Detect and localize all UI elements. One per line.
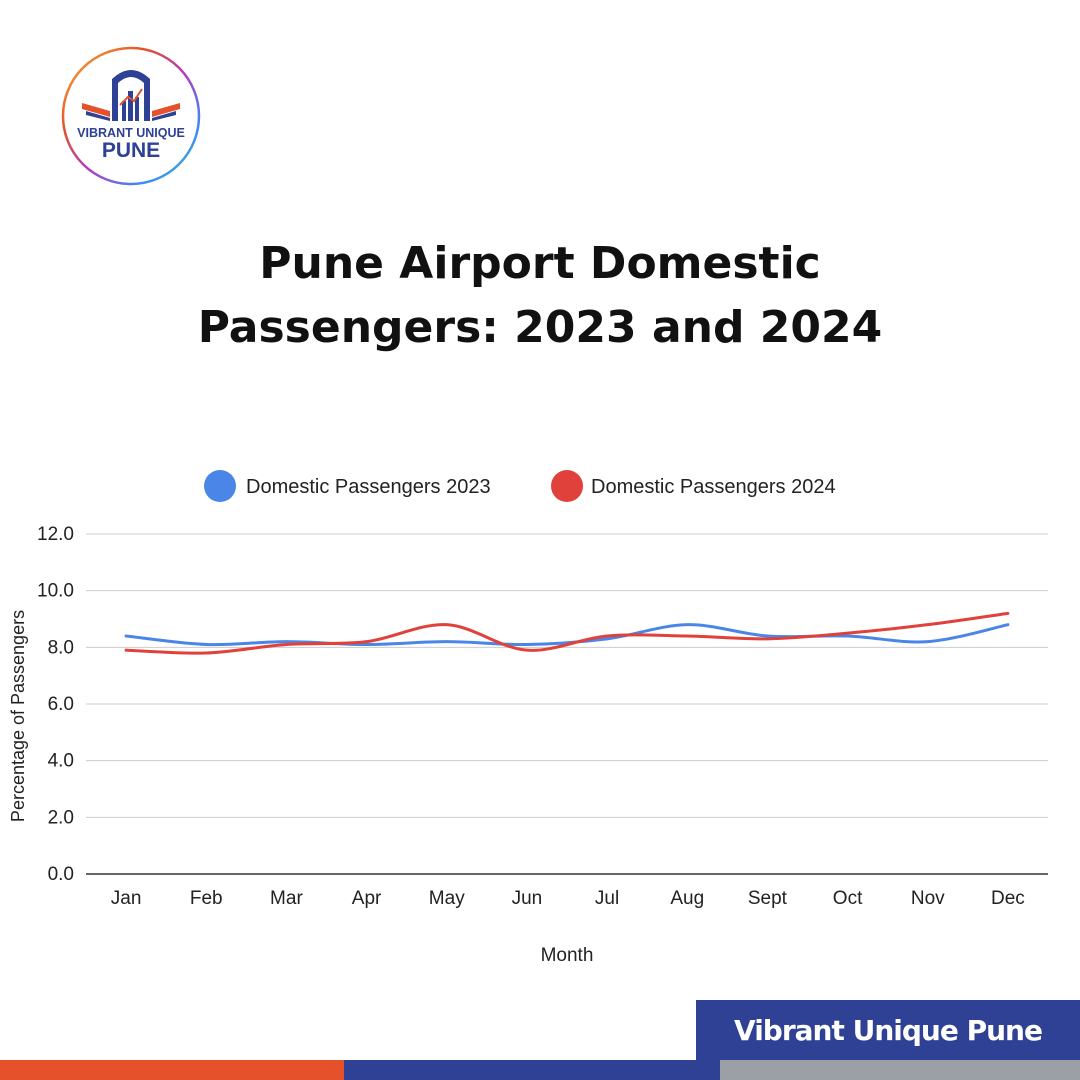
- logo-text-line2: PUNE: [102, 139, 160, 162]
- x-tick-label: Mar: [270, 888, 303, 909]
- x-tick-label: May: [429, 888, 465, 909]
- y-tick-label: 6.0: [48, 694, 74, 715]
- page-title-line2: Passengers: 2023 and 2024: [197, 302, 883, 353]
- y-axis-title: Percentage of Passengers: [8, 610, 28, 822]
- x-tick-label: Apr: [352, 888, 382, 909]
- logo-book-left: [82, 103, 110, 117]
- logo-book-right-page: [152, 111, 176, 121]
- logo-book-right: [152, 103, 180, 117]
- line-chart: 0.0 2.0 4.0 6.0 8.0 10.0 12.0 Jan Feb Mar Apr May Ju…: [8, 470, 1048, 966]
- y-tick-label: 4.0: [48, 751, 74, 772]
- y-tick-label: 0.0: [48, 864, 74, 885]
- series-line-2023: [124, 623, 1010, 647]
- logo-book-left-page: [86, 111, 110, 121]
- legend-label-2024: Domestic Passengers 2024: [591, 476, 836, 498]
- page-title-line1: Pune Airport Domestic: [259, 238, 821, 289]
- vibrant-unique-pune-logo: VIBRANT UNIQUE PUNE: [61, 46, 201, 186]
- x-tick-label: Aug: [670, 888, 704, 909]
- logo-text-line1: VIBRANT UNIQUE: [77, 126, 185, 140]
- x-tick-label: Oct: [833, 888, 863, 909]
- footer-stripe-orange: [0, 1060, 344, 1080]
- logo-tower-2: [128, 91, 133, 121]
- logo-tower-1: [122, 101, 126, 121]
- logo-growth-arrow-icon: [119, 88, 143, 106]
- legend-marker-2023: [204, 470, 236, 502]
- x-tick-label: Jul: [595, 888, 619, 909]
- page-title: Pune Airport Domestic Passengers: 2023 a…: [0, 232, 1080, 360]
- x-tick-label: Dec: [991, 888, 1025, 909]
- x-axis-title: Month: [541, 945, 594, 966]
- y-tick-label: 12.0: [37, 524, 74, 545]
- x-tick-label: Jan: [111, 888, 142, 909]
- y-tick-label: 8.0: [48, 637, 74, 658]
- legend-label-2023: Domestic Passengers 2023: [246, 476, 491, 498]
- x-tick-label: Nov: [911, 888, 945, 909]
- brand-banner: Vibrant Unique Pune: [696, 1000, 1080, 1060]
- footer-stripe-blue: [344, 1060, 720, 1080]
- logo-tower-3: [135, 97, 139, 121]
- x-tick-label: Sept: [748, 888, 788, 909]
- footer-stripe-gray: [720, 1060, 1080, 1080]
- y-tick-label: 10.0: [37, 581, 74, 602]
- legend-marker-2024: [551, 470, 583, 502]
- x-tick-label: Feb: [190, 888, 223, 909]
- x-tick-label: Jun: [512, 888, 543, 909]
- series-line-2024: [124, 611, 1010, 655]
- brand-banner-text: Vibrant Unique Pune: [734, 1013, 1043, 1047]
- y-tick-label: 2.0: [48, 807, 74, 828]
